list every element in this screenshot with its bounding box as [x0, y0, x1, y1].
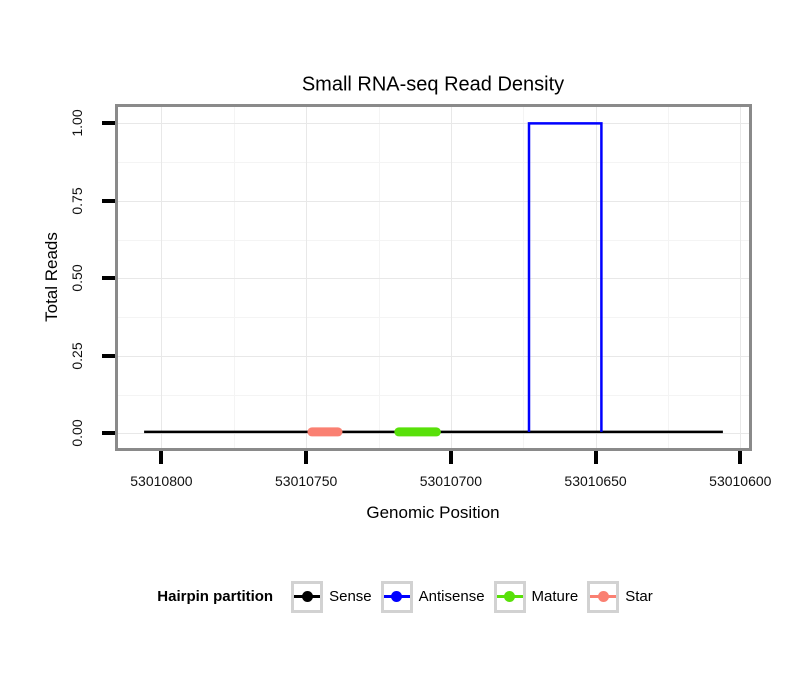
chart-series-layer: [144, 122, 723, 437]
y-major-gridline: [118, 200, 749, 202]
x-axis-tick-label: 53010650: [564, 473, 627, 489]
x-major-gridline: [161, 107, 163, 448]
legend-key-icon: [291, 580, 324, 613]
legend-key-icon: [493, 580, 526, 613]
y-minor-gridline: [118, 317, 749, 319]
y-major-gridline: [118, 355, 749, 357]
y-major-gridline: [118, 123, 749, 125]
legend-key-dot-icon: [301, 591, 313, 602]
x-axis-tick: [304, 451, 309, 464]
y-axis-label: Total Reads: [42, 232, 61, 322]
y-minor-gridline: [118, 162, 749, 164]
legend-entries: Sense Antisense Mature Star: [291, 580, 653, 613]
x-major-gridline: [450, 107, 452, 448]
x-major-gridline: [595, 107, 597, 448]
legend-label: Mature: [531, 588, 579, 605]
x-axis-tick-label: 53010600: [709, 473, 772, 489]
x-minor-gridline: [233, 107, 235, 448]
x-axis-label: Genomic Position: [366, 503, 500, 522]
legend-label: Antisense: [418, 588, 485, 605]
legend-label: Sense: [329, 588, 372, 605]
y-minor-gridline: [118, 394, 749, 396]
x-major-gridline: [306, 107, 308, 448]
legend-key-dot-icon: [391, 591, 403, 602]
legend-key-dot-icon: [504, 591, 516, 602]
x-axis-tick: [738, 451, 743, 464]
y-axis-tick: [102, 353, 115, 358]
y-axis-tick: [102, 121, 115, 126]
x-axis-tick: [448, 451, 453, 464]
y-axis-tick-label: 0.50: [69, 264, 85, 293]
x-minor-gridline: [378, 107, 380, 448]
x-minor-gridline: [523, 107, 525, 448]
x-axis-tick: [159, 451, 164, 464]
legend-label: Star: [625, 588, 653, 605]
legend-key-icon: [380, 580, 413, 613]
x-axis-tick-label: 53010750: [274, 473, 338, 489]
x-major-gridline: [740, 107, 742, 448]
legend-title: Hairpin partition: [157, 588, 274, 605]
legend-item-star: Star: [587, 580, 653, 613]
x-minor-gridline: [667, 107, 669, 448]
y-major-gridline: [118, 278, 749, 280]
x-axis-tick-label: 53010700: [419, 473, 483, 489]
y-axis-tick: [102, 198, 115, 203]
chart-title: Small RNA-seq Read Density: [301, 73, 565, 96]
y-axis-tick-label: 0.25: [69, 342, 85, 370]
x-axis-tick-label: 53010800: [130, 473, 193, 489]
plot-panel: [115, 104, 752, 451]
legend: Hairpin partition Sense Antisense Mature St…: [0, 580, 810, 613]
legend-item-sense: Sense: [291, 580, 372, 613]
series-antisense: [527, 122, 603, 432]
y-axis-tick: [102, 276, 115, 281]
x-axis-tick: [593, 451, 598, 464]
y-minor-gridline: [118, 239, 749, 241]
legend-key-dot-icon: [597, 591, 609, 602]
y-axis-tick-label: 1.00: [69, 109, 85, 138]
legend-item-mature: Mature: [493, 580, 579, 613]
y-axis-tick-label: 0.75: [69, 187, 85, 215]
legend-key-icon: [587, 580, 620, 613]
y-axis-tick-label: 0.00: [69, 419, 85, 448]
y-axis-tick: [102, 431, 115, 436]
legend-item-antisense: Antisense: [380, 580, 485, 613]
